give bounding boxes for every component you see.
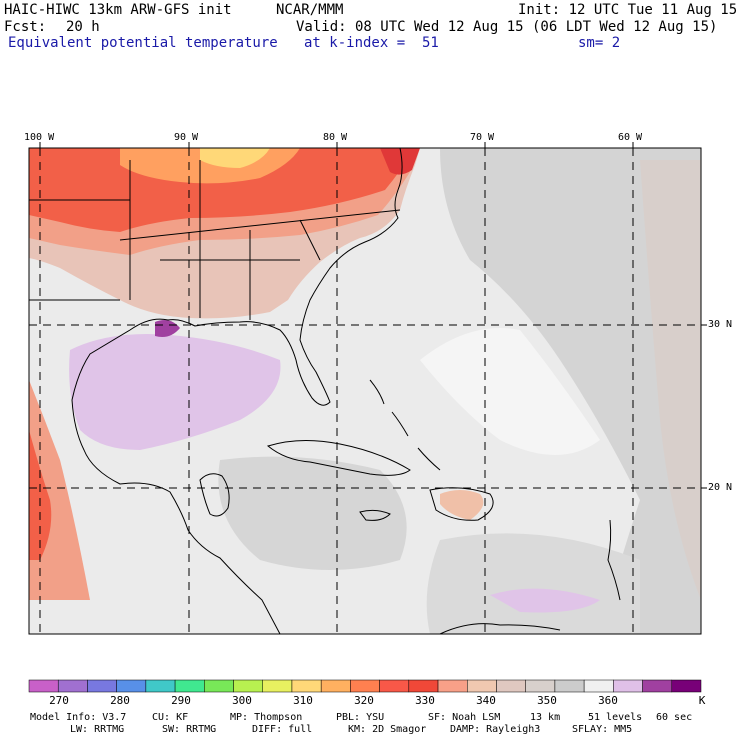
lon-label-80w: 80 W xyxy=(323,132,348,143)
theta-e-field xyxy=(29,148,701,634)
field-grey-caribbean xyxy=(218,456,407,570)
footer-diff: DIFF: full xyxy=(252,724,313,735)
footer-km: KM: 2D Smagor xyxy=(348,724,427,735)
field-tan-east xyxy=(640,160,701,600)
smoothing-info: sm= 2 xyxy=(578,35,621,51)
cuba-outline xyxy=(266,439,411,476)
lat-label-20n: 20 N xyxy=(708,482,733,493)
colorbar-swatch xyxy=(87,679,117,693)
colorbar-swatch xyxy=(145,679,176,693)
lon-label-70w: 70 W xyxy=(470,132,495,143)
colorbar-swatch xyxy=(583,679,614,693)
colorbar-label-350: 350 xyxy=(537,694,557,707)
colorbar xyxy=(28,679,702,693)
colorbar-swatch xyxy=(174,679,205,693)
lesser-antilles-outline xyxy=(607,519,621,601)
lon-label-90w: 90 W xyxy=(174,132,199,143)
colorbar-label-330: 330 xyxy=(415,694,435,707)
colorbar-swatch xyxy=(233,679,263,693)
colorbar-swatch xyxy=(116,679,147,693)
map-frame xyxy=(28,147,702,635)
field-ne-red xyxy=(380,148,420,175)
field-us-red xyxy=(29,148,415,232)
colorbar-swatch xyxy=(204,679,234,693)
colorbar-swatch xyxy=(525,679,556,693)
colorbar-swatch xyxy=(467,679,497,693)
axis-ticks xyxy=(39,142,707,489)
footer-timestep: 60 sec xyxy=(656,712,693,723)
bahamas-outline xyxy=(369,379,441,471)
colorbar-swatch xyxy=(320,679,351,693)
footer-resolution: 13 km xyxy=(530,712,561,723)
graticule xyxy=(29,148,701,634)
valid-time: Valid: 08 UTC Wed 12 Aug 15 (06 LDT Wed … xyxy=(296,19,718,35)
gulf-coastline xyxy=(71,148,403,634)
colorbar-swatch xyxy=(57,679,88,693)
model-title: HAIC-HIWC 13km ARW-GFS init xyxy=(4,2,232,18)
init-time: Init: 12 UTC Tue 11 Aug 15 xyxy=(518,2,738,18)
colorbar-label-360: 360 xyxy=(598,694,618,707)
field-gulf-lavender xyxy=(69,334,281,450)
colorbar-unit: K xyxy=(698,694,706,707)
footer-damp: DAMP: Rayleigh3 xyxy=(450,724,541,735)
footer-levels: 51 levels xyxy=(588,712,643,723)
footer-mp: MP: Thompson xyxy=(230,712,303,723)
colorbar-swatch xyxy=(671,679,702,693)
yucatan-outline xyxy=(199,473,230,517)
colorbar-swatch xyxy=(262,679,293,693)
footer-model-info: Model Info: V3.7 xyxy=(30,712,127,723)
field-mexico-red xyxy=(29,430,52,560)
field-light-atlantic xyxy=(420,328,600,455)
colorbar-swatch xyxy=(291,679,322,693)
colorbar-label-300: 300 xyxy=(232,694,252,707)
footer-sw: SW: RRTMG xyxy=(162,724,217,735)
colorbar-swatch xyxy=(554,679,585,693)
level-info: at k-index = 51 xyxy=(304,35,439,51)
colorbar-swatch xyxy=(613,679,643,693)
forecast-hour: 20 h xyxy=(66,19,100,35)
colorbar-swatch xyxy=(350,679,380,693)
hispaniola-outline xyxy=(429,487,494,521)
south-america-coast xyxy=(439,623,561,634)
colorbar-swatch xyxy=(642,679,673,693)
footer-cu: CU: KF xyxy=(152,712,189,723)
field-name: Equivalent potential temperature xyxy=(8,35,278,51)
organization: NCAR/MMM xyxy=(276,2,344,18)
colorbar-label-340: 340 xyxy=(476,694,496,707)
colorbar-label-310: 310 xyxy=(293,694,313,707)
field-grey-atlantic xyxy=(440,148,701,634)
colorbar-label-280: 280 xyxy=(110,694,130,707)
colorbar-label-290: 290 xyxy=(171,694,191,707)
field-gulf-purple xyxy=(155,320,180,337)
colorbar-swatch xyxy=(28,679,59,693)
lat-label-30n: 30 N xyxy=(708,319,733,330)
field-hispaniola-tan xyxy=(440,490,484,520)
field-south-lavender xyxy=(490,588,600,613)
jamaica-outline xyxy=(359,509,391,521)
forecast-label: Fcst: xyxy=(4,19,47,35)
field-grey-south xyxy=(426,533,640,634)
colorbar-swatch xyxy=(379,679,410,693)
lon-label-60w: 60 W xyxy=(618,132,643,143)
state-borders xyxy=(29,160,401,320)
field-us-yellow xyxy=(200,148,270,168)
footer-sflay: SFLAY: MM5 xyxy=(572,724,633,735)
lon-label-100w: 100 W xyxy=(24,132,55,143)
colorbar-label-320: 320 xyxy=(354,694,374,707)
colorbar-swatch xyxy=(496,679,526,693)
colorbar-swatch xyxy=(437,679,468,693)
footer-lw: LW: RRTMG xyxy=(70,724,125,735)
coastlines xyxy=(29,148,621,634)
footer-pbl: PBL: YSU xyxy=(336,712,385,723)
colorbar-swatch xyxy=(408,679,439,693)
colorbar-label-270: 270 xyxy=(49,694,69,707)
footer-sf: SF: Noah LSM xyxy=(428,712,501,723)
